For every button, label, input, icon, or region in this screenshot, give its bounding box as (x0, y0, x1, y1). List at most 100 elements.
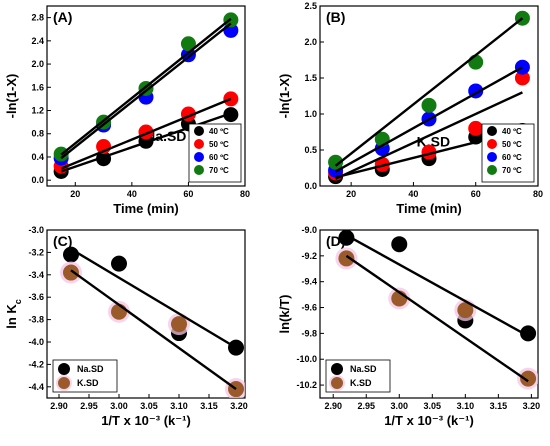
data-point (338, 230, 355, 246)
x-tick-label: 3.00 (110, 401, 128, 411)
x-tick-label: 3.20 (230, 401, 248, 411)
panel-label: (A) (53, 9, 72, 25)
data-point (457, 302, 474, 319)
y-tick-label: -3.2 (28, 247, 44, 257)
data-point (391, 236, 408, 253)
legend-label: 40 ºC (209, 127, 229, 136)
y-tick-label: -3.4 (28, 270, 44, 280)
legend-marker (487, 139, 497, 149)
y-tick-label: 0.0 (31, 175, 44, 185)
legend-label: K.SD (77, 378, 99, 388)
fit-line (345, 234, 529, 338)
plot-content (328, 10, 530, 185)
fit-line (335, 91, 523, 180)
x-tick-label: 2.90 (50, 401, 68, 411)
fit-line (60, 17, 232, 156)
data-point (468, 54, 484, 70)
x-axis-title: Time (min) (113, 201, 179, 216)
x-axis-title: Time (min) (396, 201, 462, 216)
fit-line (334, 17, 524, 167)
data-point (111, 255, 127, 272)
plot-frame (319, 5, 539, 187)
x-tick-label: 60 (471, 189, 481, 199)
data-point (514, 70, 530, 86)
y-tick-label: 2.0 (31, 59, 44, 69)
fit-line (60, 112, 232, 173)
y-tick-label: 0.8 (31, 129, 44, 139)
chart-panel-a: 20 40 60 80 0.0 0.4 0.8 1.2 1.6 2.0 2.4 2.8 Time (mi… (4, 5, 250, 216)
data-point (421, 97, 437, 113)
y-tick-label: -4.0 (28, 337, 44, 347)
y-tick-label: 1.2 (31, 106, 44, 116)
y-tick-label: 2.4 (31, 36, 44, 46)
chart-panel-c: 2.90 2.95 3.00 3.05 3.10 3.15 3.20 -4.4 -4.2 -4.0… (4, 225, 248, 428)
y-axis-title-subscript: c (13, 299, 23, 304)
data-point (328, 154, 344, 170)
data-point (520, 325, 537, 342)
data-point (520, 370, 537, 387)
legend-label: 50 ºC (502, 140, 522, 149)
chart-panel-b: 20 40 60 80 0.0 0.5 1.0 1.5 2.0 2.5 Time (min) -ln(… (277, 1, 543, 216)
y-tick-label: -9.6 (301, 303, 317, 313)
plot-content (53, 12, 239, 179)
legend-label: K.SD (350, 378, 372, 388)
y-tick-label: 2.5 (304, 1, 317, 11)
y-tick-label: -3.8 (28, 315, 44, 325)
y-tick-label: 1.0 (304, 109, 317, 119)
y-tick-label: -3.6 (28, 292, 44, 302)
data-point (180, 36, 196, 52)
panel-label: (B) (326, 9, 345, 25)
y-tick-label: -4.2 (28, 359, 44, 369)
x-tick-label: 40 (408, 189, 418, 199)
legend-marker (194, 126, 204, 136)
fit-line (334, 66, 524, 173)
data-point (171, 316, 187, 333)
legend-label: 70 ºC (209, 166, 229, 175)
fit-line (60, 97, 232, 170)
panel-label: (C) (53, 233, 72, 249)
y-tick-label: 2.0 (304, 37, 317, 47)
x-tick-label: 20 (346, 189, 356, 199)
x-tick-label: 2.95 (357, 401, 375, 411)
x-tick-label: 3.10 (457, 401, 475, 411)
y-tick-label: -4.4 (28, 382, 44, 392)
y-tick-label: -9.0 (301, 225, 317, 235)
fit-line (70, 248, 237, 349)
chart-panel-d: 2.90 2.95 3.00 3.05 3.10 3.15 3.20 -10.2 -10.0 -9… (277, 225, 540, 428)
fit-line (70, 269, 237, 391)
legend: 40 ºC 50 ºC 60 ºC 70 ºC (481, 123, 535, 183)
x-tick-label: 2.95 (80, 401, 98, 411)
legend-marker (58, 377, 70, 389)
plot-frame (319, 229, 539, 399)
legend-marker (487, 152, 497, 162)
legend-marker (58, 363, 70, 375)
plot-content (335, 230, 538, 390)
fit-line (60, 22, 232, 160)
legend-label: 50 ºC (209, 140, 229, 149)
y-tick-label: 1.5 (304, 73, 317, 83)
x-tick-label: 3.15 (200, 401, 218, 411)
y-axis-title: -ln(1-X) (4, 74, 19, 119)
y-tick-label: 0.5 (304, 145, 317, 155)
plot-frame (46, 5, 246, 187)
x-axis-title: 1/T x 10⁻³ (k⁻¹) (101, 413, 191, 428)
legend-marker (194, 152, 204, 162)
y-axis-title: -ln(1-X) (277, 74, 292, 119)
x-tick-label: 3.15 (490, 401, 508, 411)
legend-label: 60 ºC (209, 153, 229, 162)
x-tick-label: 40 (127, 189, 137, 199)
y-tick-label: -9.2 (301, 251, 317, 261)
data-point (468, 120, 484, 136)
plot-frame (46, 229, 246, 399)
legend-marker (331, 363, 343, 375)
legend-marker (487, 126, 497, 136)
y-tick-label: 0.4 (31, 152, 44, 162)
x-tick-label: 3.10 (170, 401, 188, 411)
legend-label: Na.SD (77, 364, 104, 374)
legend-marker (194, 139, 204, 149)
y-tick-label: -10.2 (296, 380, 317, 390)
x-tick-label: 20 (70, 189, 80, 199)
x-tick-label: 3.05 (424, 401, 442, 411)
legend-label: 60 ºC (502, 153, 522, 162)
